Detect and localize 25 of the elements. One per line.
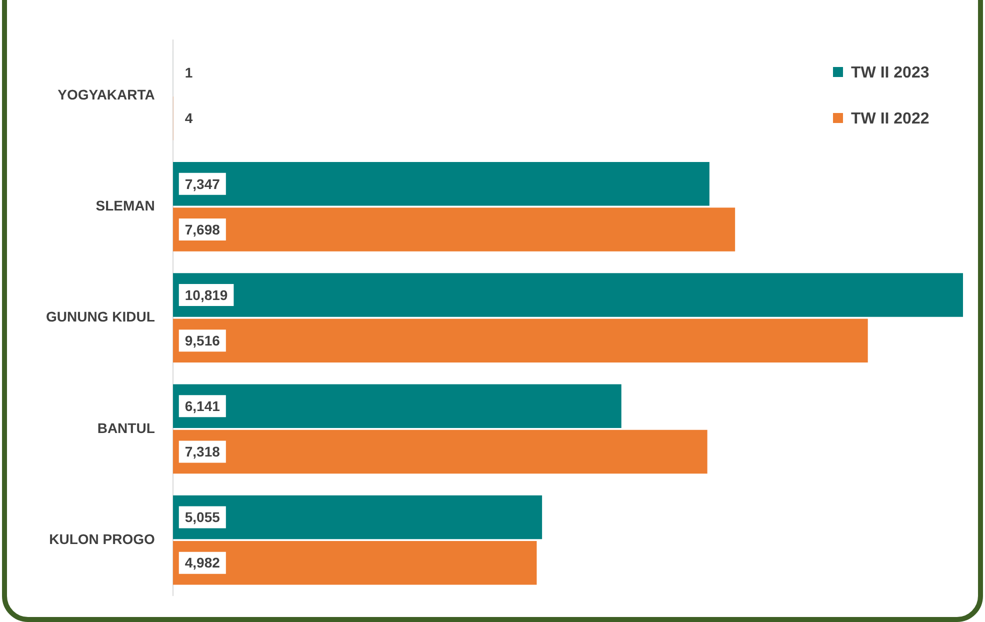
bar [172,318,868,362]
bar [172,162,710,206]
y-tick-label: YOGYAKARTA [58,86,155,102]
data-label: 10,819 [184,286,228,303]
bar [172,273,963,317]
data-label: 4,982 [184,554,220,571]
y-tick-label: SLEMAN [96,198,155,214]
legend-label: TW II 2023 [851,64,930,82]
data-label: 1 [184,64,193,81]
legend-label: TW II 2022 [851,110,930,128]
bar [172,430,708,474]
data-label: 7,698 [184,221,220,238]
data-label: 9,516 [184,332,220,348]
bar [172,495,542,540]
data-label: 6,141 [184,398,220,414]
data-label: 7,318 [184,444,220,460]
y-tick-label: GUNUNG KIDUL [46,308,156,325]
bar [172,208,736,252]
y-tick-label: BANTUL [97,420,156,436]
data-label: 4 [184,110,193,126]
bar [172,540,537,585]
y-tick-label: KULON PROGO [49,530,155,547]
data-label: 5,055 [184,509,220,526]
data-label: 7,347 [184,176,220,192]
bar [172,384,622,428]
